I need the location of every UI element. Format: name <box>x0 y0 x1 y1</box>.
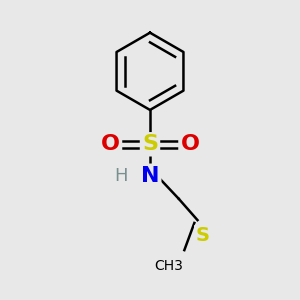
Text: S: S <box>196 226 210 245</box>
Text: O: O <box>181 134 200 154</box>
Text: CH3: CH3 <box>154 259 183 273</box>
Text: H: H <box>115 167 128 185</box>
Text: N: N <box>141 166 159 186</box>
Text: O: O <box>100 134 119 154</box>
Text: S: S <box>142 134 158 154</box>
